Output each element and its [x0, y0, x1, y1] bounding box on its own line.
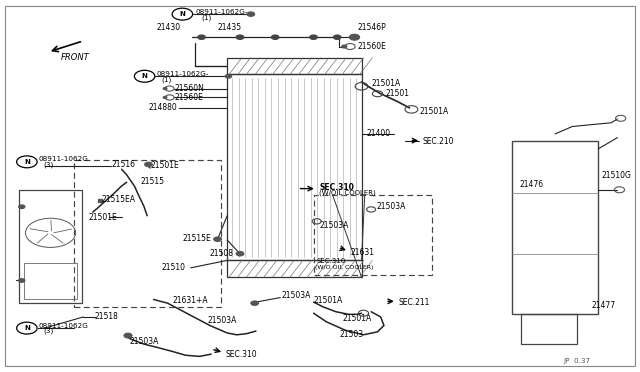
Text: 21400: 21400	[367, 129, 391, 138]
Text: (1): (1)	[202, 15, 212, 21]
Bar	[314, 195, 432, 275]
Circle shape	[236, 251, 244, 256]
Text: 21476: 21476	[520, 180, 544, 189]
Circle shape	[214, 237, 221, 241]
Text: 21510: 21510	[162, 263, 186, 272]
Text: 21501A: 21501A	[314, 296, 343, 305]
Text: 21501E: 21501E	[150, 161, 179, 170]
Text: 21503A: 21503A	[320, 221, 349, 230]
Circle shape	[236, 35, 244, 39]
Bar	[19, 190, 82, 303]
Text: 21560E: 21560E	[357, 42, 386, 51]
Text: 21477: 21477	[592, 301, 616, 310]
Text: 21501A: 21501A	[419, 107, 449, 116]
Circle shape	[124, 333, 132, 338]
Text: 21501E: 21501E	[88, 213, 117, 222]
Text: 21631+A: 21631+A	[173, 296, 209, 305]
Circle shape	[271, 35, 279, 39]
Text: 21501A: 21501A	[342, 314, 372, 323]
Text: 21501A: 21501A	[371, 79, 401, 88]
Text: 21560N: 21560N	[174, 84, 204, 93]
Text: 21518: 21518	[95, 312, 118, 321]
Text: 21560E: 21560E	[174, 93, 203, 102]
Text: SEC.310: SEC.310	[225, 350, 257, 359]
Text: 21516: 21516	[111, 160, 135, 169]
Text: 08911-1062G-: 08911-1062G-	[156, 71, 209, 77]
Circle shape	[145, 162, 152, 167]
Text: (3): (3)	[44, 161, 54, 168]
Circle shape	[349, 34, 360, 40]
Circle shape	[19, 279, 25, 282]
Circle shape	[225, 74, 232, 78]
Circle shape	[124, 333, 132, 338]
Text: 21503A: 21503A	[376, 202, 406, 211]
Text: JP  0.37: JP 0.37	[563, 358, 590, 364]
Text: SEC.310: SEC.310	[317, 258, 346, 264]
Text: (W/OIL COOLER): (W/OIL COOLER)	[319, 190, 376, 196]
Text: (3): (3)	[44, 328, 54, 334]
Bar	[98, 199, 102, 202]
Text: 214880: 214880	[148, 103, 177, 112]
Circle shape	[163, 87, 167, 90]
Circle shape	[163, 96, 167, 99]
Bar	[227, 74, 362, 260]
Text: 21503: 21503	[339, 330, 364, 339]
Bar	[227, 58, 362, 74]
Bar	[227, 260, 362, 277]
Text: 21515EA: 21515EA	[101, 195, 135, 204]
Text: 21503A: 21503A	[282, 291, 311, 300]
Text: FRONT: FRONT	[61, 53, 90, 62]
Text: 21435: 21435	[218, 23, 242, 32]
Text: (W/O OIL COOLER): (W/O OIL COOLER)	[315, 264, 373, 270]
Text: SEC.210: SEC.210	[422, 137, 454, 146]
Text: 08911-1062G: 08911-1062G	[38, 323, 88, 328]
Circle shape	[310, 35, 317, 39]
Circle shape	[247, 12, 255, 16]
Text: 08911-1062G: 08911-1062G	[38, 156, 88, 162]
Text: 21515E: 21515E	[182, 234, 211, 243]
Bar	[520, 314, 577, 344]
Text: 21503A: 21503A	[130, 337, 159, 346]
Text: SEC.211: SEC.211	[398, 298, 429, 307]
Bar	[74, 160, 221, 307]
Text: (1): (1)	[161, 76, 172, 83]
Text: 21510G: 21510G	[602, 171, 632, 180]
Text: 21430: 21430	[157, 23, 181, 32]
Text: N: N	[24, 159, 30, 165]
Circle shape	[19, 205, 25, 209]
Circle shape	[333, 35, 341, 39]
Bar	[512, 141, 598, 314]
Text: 21503A: 21503A	[208, 316, 237, 325]
Text: N: N	[24, 325, 30, 331]
Circle shape	[342, 45, 347, 48]
Text: 21508: 21508	[210, 249, 234, 258]
Text: 08911-1062G-: 08911-1062G-	[195, 9, 248, 15]
Text: 21546P: 21546P	[357, 23, 386, 32]
Bar	[24, 263, 77, 299]
Text: 21501: 21501	[386, 89, 410, 98]
Text: SEC.310: SEC.310	[320, 183, 355, 192]
Text: 21515: 21515	[141, 177, 164, 186]
Circle shape	[251, 301, 259, 305]
Text: N: N	[141, 73, 148, 79]
Text: N: N	[179, 11, 186, 17]
Text: 21631: 21631	[351, 248, 374, 257]
Circle shape	[198, 35, 205, 39]
